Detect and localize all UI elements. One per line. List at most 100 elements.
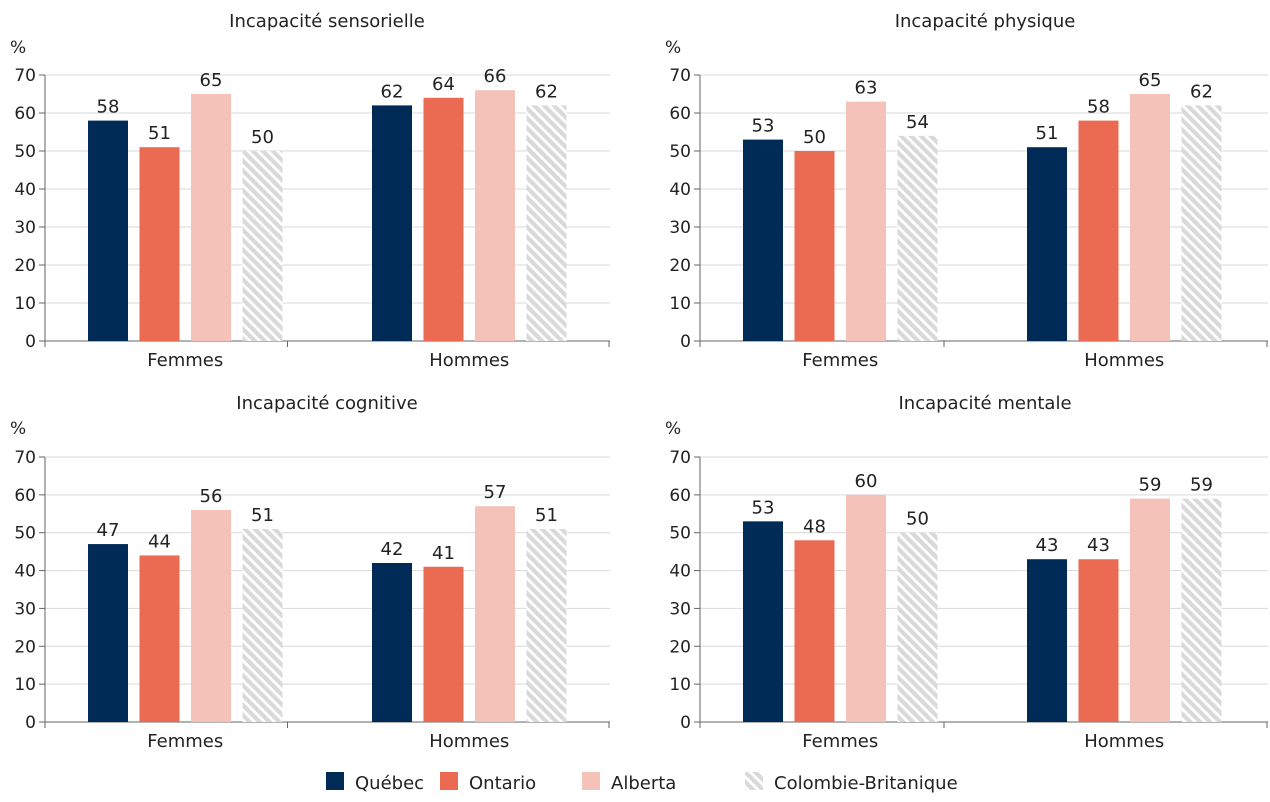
y-tick-label: 20 [669,637,691,657]
bar-alberta-femmes [191,510,231,722]
panel-title: Incapacité sensorielle [229,11,425,32]
chart-panel-1: Incapacité sensorielle% 0 10 20 30 40 50 60 70 58… [10,11,610,371]
data-label: 65 [1139,70,1162,91]
bar-alberta-femmes [846,102,886,341]
y-tick-label: 10 [669,675,691,695]
data-label: 59 [1139,475,1162,496]
data-label: 62 [381,81,404,102]
data-label: 62 [535,81,558,102]
bar-colombie-femmes [243,151,283,341]
y-tick-label: 60 [669,104,691,124]
bar-alberta-hommes [475,506,515,722]
bar-colombie-femmes [243,529,283,722]
data-label: 58 [1087,97,1110,118]
data-label: 60 [855,471,878,492]
data-label: 64 [432,74,455,95]
x-category-label: Femmes [147,731,223,752]
bar-ontario-femmes [795,151,835,341]
bar-ontario-femmes [140,147,180,341]
data-label: 62 [1190,81,1213,102]
chart-panel-2: Incapacité physique% 0 10 20 30 40 50 60 70 53 50 6… [665,11,1268,371]
chart-panel-3: Incapacité cognitive% 0 10 20 30 40 50 60 70 47 44… [10,393,610,752]
bar-quebec-femmes [743,140,783,341]
bar-colombie-hommes [527,529,567,722]
data-label: 41 [432,543,455,564]
y-tick-label: 30 [669,218,691,238]
legend-swatch [582,772,600,790]
y-tick-label: 70 [14,66,36,86]
y-tick-label: 60 [14,104,36,124]
bar-ontario-hommes [1079,559,1119,722]
data-label: 63 [855,78,878,99]
data-label: 43 [1036,535,1059,556]
panel-title: Incapacité mentale [898,393,1071,414]
y-tick-label: 30 [14,599,36,619]
y-unit-label: % [10,419,26,439]
y-tick-label: 40 [669,562,691,582]
data-label: 51 [1036,123,1059,144]
data-label: 50 [906,509,929,530]
y-tick-label: 40 [14,180,36,200]
y-tick-label: 30 [14,218,36,238]
chart-panel-4: Incapacité mentale% 0 10 20 30 40 50 60 70 53 48 60… [665,393,1268,752]
legend-item-quebec: Québec [326,772,424,794]
y-unit-label: % [10,38,26,58]
y-tick-label: 10 [14,294,36,314]
legend-label: Alberta [611,773,676,794]
data-label: 56 [200,486,223,507]
legend-item-colombie: Colombie-Britanique [745,772,958,794]
y-tick-label: 0 [680,332,691,352]
y-tick-label: 0 [25,713,36,733]
bar-ontario-hommes [424,567,464,722]
data-label: 48 [803,516,826,537]
y-tick-label: 20 [14,256,36,276]
x-category-label: Femmes [802,350,878,371]
data-label: 47 [97,520,120,541]
y-tick-label: 50 [669,142,691,162]
data-label: 50 [803,127,826,148]
data-label: 66 [484,66,507,87]
legend-swatch [745,772,763,790]
data-label: 58 [97,97,120,118]
chart-panels: Incapacité sensorielle% 0 10 20 30 40 50 60 70 58… [10,11,1268,752]
bar-ontario-hommes [424,98,464,341]
bar-ontario-hommes [1079,121,1119,341]
legend-item-ontario: Ontario [440,772,536,794]
y-tick-label: 50 [14,142,36,162]
panel-title: Incapacité cognitive [236,393,417,414]
legend-swatch [326,772,344,790]
x-category-label: Hommes [1084,731,1164,752]
bar-quebec-hommes [372,105,412,341]
x-category-label: Femmes [802,731,878,752]
legend-label: Colombie-Britanique [774,773,958,794]
data-label: 53 [752,116,775,137]
bar-colombie-hommes [527,105,567,341]
x-category-label: Hommes [429,731,509,752]
data-label: 42 [381,539,404,560]
y-unit-label: % [665,419,681,439]
data-label: 43 [1087,535,1110,556]
y-tick-label: 70 [14,448,36,468]
legend-swatch [440,772,458,790]
data-label: 51 [535,505,558,526]
bar-quebec-hommes [1027,559,1067,722]
legend-label: Québec [355,773,424,794]
data-label: 65 [200,70,223,91]
bar-quebec-femmes [88,544,128,722]
y-tick-label: 20 [669,256,691,276]
bar-ontario-femmes [140,555,180,722]
y-tick-label: 60 [14,486,36,506]
bar-quebec-femmes [88,121,128,341]
data-label: 57 [484,482,507,503]
y-tick-label: 20 [14,637,36,657]
y-tick-label: 70 [669,448,691,468]
bar-alberta-femmes [191,94,231,341]
y-tick-label: 70 [669,66,691,86]
data-label: 54 [906,112,929,133]
legend-item-alberta: Alberta [582,772,676,794]
bar-alberta-hommes [475,90,515,341]
y-tick-label: 10 [669,294,691,314]
y-unit-label: % [665,38,681,58]
